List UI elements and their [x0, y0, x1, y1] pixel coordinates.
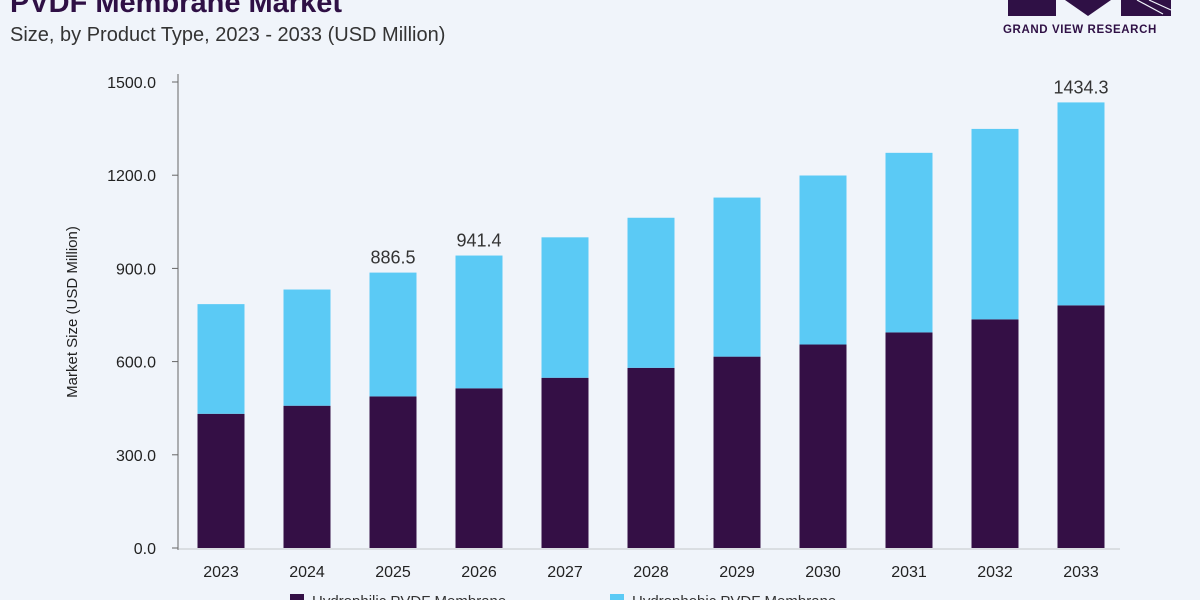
- bar-hydrophobic-2031: [885, 152, 933, 333]
- bars: [197, 102, 1105, 548]
- legend-swatch: [610, 594, 624, 600]
- x-tick-label: 2031: [891, 564, 927, 581]
- bar-hydrophilic-2029: [713, 356, 761, 548]
- x-tick-label: 2032: [977, 564, 1013, 581]
- y-tick-label: 300.0: [116, 448, 156, 465]
- bar-hydrophilic-2025: [369, 396, 417, 548]
- bar-hydrophobic-2029: [713, 197, 761, 357]
- bar-hydrophilic-2027: [541, 377, 589, 548]
- x-tick-label: 2029: [719, 564, 755, 581]
- chart-title: PVDF Membrane Market: [10, 0, 342, 19]
- y-axis: [177, 74, 1120, 550]
- brand-logo: GRAND VIEW RESEARCH: [1000, 0, 1178, 40]
- x-tick-label: 2026: [461, 564, 497, 581]
- x-tick-label: 2027: [547, 564, 583, 581]
- bar-hydrophilic-2030: [799, 344, 847, 548]
- legend-swatch: [290, 594, 304, 600]
- x-tick-label: 2024: [289, 564, 325, 581]
- logo-text: GRAND VIEW RESEARCH: [1003, 24, 1157, 36]
- bar-hydrophobic-2025: [369, 272, 417, 397]
- y-tick-label: 900.0: [116, 261, 156, 278]
- logo-mark-icon: [1008, 0, 1172, 16]
- y-tick-label: 0.0: [134, 541, 156, 558]
- x-tick-label: 2028: [633, 564, 669, 581]
- x-tick-label: 2023: [203, 564, 239, 581]
- bar-hydrophilic-2024: [283, 405, 331, 548]
- bar-hydrophilic-2028: [627, 367, 675, 548]
- x-tick-label: 2033: [1063, 564, 1099, 581]
- y-tick-labels: 0.0 300.0 600.0 900.0 1200.0 1500.0: [107, 75, 178, 558]
- y-tick-label: 600.0: [116, 355, 156, 372]
- chart-subtitle: Size, by Product Type, 2023 - 2033 (USD …: [10, 24, 446, 46]
- x-tick-label: 2025: [375, 564, 411, 581]
- legend: Hydrophilic PVDF Membrane Hydrophobic PVD…: [290, 593, 836, 600]
- data-label-2026: 941.4: [456, 231, 501, 251]
- y-tick-label: 1200.0: [107, 168, 156, 185]
- data-labels: 886.5 941.4 1434.3: [370, 77, 1108, 267]
- y-axis-title: Market Size (USD Million): [64, 226, 81, 398]
- x-tick-label: 2030: [805, 564, 841, 581]
- bar-hydrophobic-2024: [283, 289, 331, 406]
- data-label-2025: 886.5: [370, 248, 415, 268]
- bar-hydrophilic-2032: [971, 319, 1019, 548]
- x-tick-labels: 2023 2024 2025 2026 2027 2028 2029 2030 2031 2032…: [203, 564, 1099, 581]
- bar-hydrophilic-2023: [197, 413, 245, 548]
- y-tick-label: 1500.0: [107, 75, 156, 92]
- bar-hydrophobic-2030: [799, 175, 847, 345]
- bar-hydrophobic-2023: [197, 304, 245, 414]
- bar-hydrophilic-2026: [455, 388, 503, 548]
- bar-hydrophilic-2033: [1057, 305, 1105, 548]
- legend-label: Hydrophilic PVDF Membrane: [312, 593, 506, 600]
- bar-hydrophilic-2031: [885, 332, 933, 548]
- bar-hydrophobic-2033: [1057, 102, 1105, 306]
- bar-hydrophobic-2027: [541, 237, 589, 378]
- bar-hydrophobic-2028: [627, 217, 675, 368]
- bar-hydrophobic-2026: [455, 255, 503, 389]
- data-label-2033: 1434.3: [1053, 77, 1108, 97]
- bar-hydrophobic-2032: [971, 128, 1019, 320]
- legend-label: Hydrophobic PVDF Membrane: [632, 593, 836, 600]
